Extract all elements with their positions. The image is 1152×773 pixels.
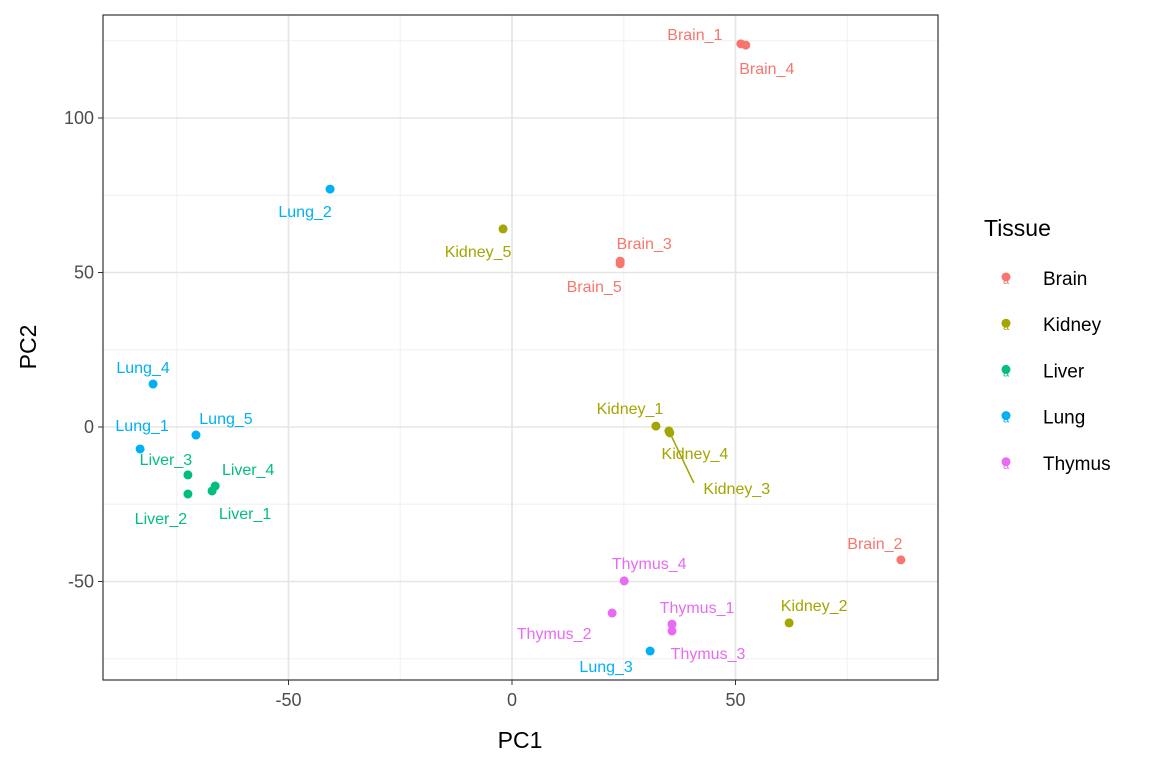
- point-label-kidney_3: Kidney_3: [703, 481, 770, 498]
- point-label-brain_2: Brain_2: [847, 536, 902, 553]
- point-label-lung_2: Lung_2: [278, 204, 331, 221]
- point-kidney_5: [498, 224, 508, 234]
- legend-key-letter: a: [1003, 414, 1010, 426]
- point-liver_2: [183, 489, 193, 499]
- point-labels: Brain_1 Brain_4 Brain_3 Brain_5 Brain_2 Kidne…: [115, 27, 902, 676]
- point-lung_1: [135, 444, 145, 454]
- point-label-brain_3: Brain_3: [617, 236, 672, 253]
- point-label-liver_4: Liver_4: [222, 462, 275, 479]
- y-axis-title: PC2: [15, 325, 41, 370]
- legend-item-thymus: a Thymus: [1001, 454, 1111, 475]
- legend-label: Lung: [1043, 408, 1085, 429]
- point-label-brain_1: Brain_1: [667, 27, 722, 44]
- legend-key-icon: [1001, 272, 1011, 282]
- legend-label: Liver: [1043, 361, 1085, 382]
- point-label-lung_1: Lung_1: [115, 418, 168, 435]
- point-label-kidney_1: Kidney_1: [597, 401, 664, 418]
- y-tick-label: 100: [64, 108, 94, 128]
- label-segment: [671, 436, 695, 484]
- legend-item-liver: a Liver: [1001, 361, 1085, 382]
- point-thymus_2: [607, 608, 617, 618]
- x-axis-ticks: -50 0 50: [275, 680, 746, 710]
- x-axis-title: PC1: [498, 727, 543, 753]
- y-tick-label: 0: [84, 417, 94, 437]
- grid: [103, 15, 938, 680]
- point-label-thymus_4: Thymus_4: [612, 556, 687, 573]
- point-label-kidney_4: Kidney_4: [662, 446, 729, 463]
- point-lung_4: [148, 379, 158, 389]
- point-label-lung_5: Lung_5: [199, 411, 252, 428]
- point-label-brain_4: Brain_4: [739, 61, 794, 78]
- point-label-lung_4: Lung_4: [116, 360, 169, 377]
- legend-item-kidney: a Kidney: [1001, 315, 1102, 336]
- point-thymus_1: [667, 619, 677, 629]
- point-lung_2: [325, 184, 335, 194]
- legend-key-letter: a: [1003, 460, 1010, 472]
- point-thymus_4: [619, 576, 629, 586]
- legend-key-icon: [1001, 457, 1011, 467]
- point-thymus_3: [667, 626, 677, 636]
- x-tick-label: 0: [507, 690, 517, 710]
- point-label-kidney_5: Kidney_5: [445, 244, 512, 261]
- legend-title: Tissue: [984, 215, 1051, 241]
- legend: Tissue a Brain a Kidney a Liver a Lung a Thymus: [984, 215, 1111, 475]
- legend-key-letter: a: [1003, 321, 1010, 333]
- point-label-thymus_1: Thymus_1: [660, 600, 735, 617]
- point-label-thymus_2: Thymus_2: [517, 626, 592, 643]
- point-liver_1: [207, 486, 217, 496]
- point-kidney_1: [651, 421, 661, 431]
- legend-label: Thymus: [1043, 454, 1111, 475]
- y-tick-label: -50: [68, 572, 94, 592]
- legend-key-icon: [1001, 318, 1011, 328]
- point-kidney_3: [665, 428, 675, 438]
- legend-key-icon: [1001, 411, 1011, 421]
- points: [135, 39, 906, 656]
- legend-key-icon: [1001, 364, 1011, 374]
- legend-label: Brain: [1043, 269, 1087, 290]
- legend-item-brain: a Brain: [1001, 269, 1087, 290]
- point-label-liver_1: Liver_1: [219, 506, 272, 523]
- legend-key-letter: a: [1003, 367, 1010, 379]
- point-lung_3: [645, 646, 655, 656]
- point-liver_3: [183, 470, 193, 480]
- legend-item-lung: a Lung: [1001, 408, 1085, 429]
- y-axis-ticks: -50 0 50 100: [64, 108, 103, 592]
- y-tick-label: 50: [74, 263, 94, 283]
- point-label-liver_3: Liver_3: [140, 452, 193, 469]
- legend-label: Kidney: [1043, 315, 1102, 336]
- point-label-brain_5: Brain_5: [567, 279, 622, 296]
- x-tick-label: -50: [275, 690, 301, 710]
- point-lung_5: [191, 430, 201, 440]
- point-brain_5: [615, 259, 625, 269]
- x-tick-label: 50: [725, 690, 745, 710]
- legend-key-letter: a: [1003, 275, 1010, 287]
- point-label-lung_3: Lung_3: [579, 659, 632, 676]
- point-brain_2: [896, 555, 906, 565]
- point-label-kidney_2: Kidney_2: [781, 598, 848, 615]
- panel-border: [102, 14, 939, 681]
- point-kidney_2: [784, 618, 794, 628]
- point-brain_4: [741, 40, 751, 50]
- point-label-liver_2: Liver_2: [135, 511, 188, 528]
- point-label-thymus_3: Thymus_3: [671, 646, 746, 663]
